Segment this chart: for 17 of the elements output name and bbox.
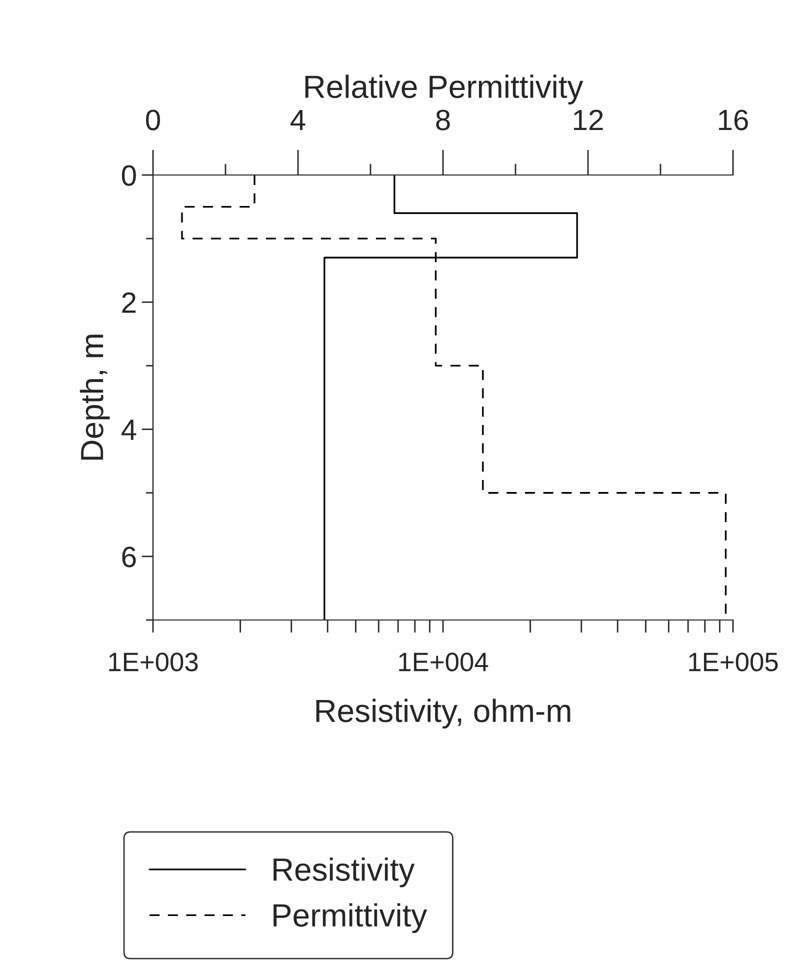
x2-tick-label: 16 bbox=[719, 110, 748, 130]
legend-label: Resistivity bbox=[274, 858, 415, 888]
y-tick-label: 0 bbox=[122, 165, 136, 186]
x-axis-title: Resistivity, ohm-m bbox=[316, 698, 570, 729]
x2-axis-title: Relative Permittivity bbox=[305, 74, 584, 104]
y-axis-title: Depth, m bbox=[80, 334, 110, 460]
x2-tick-label: 8 bbox=[436, 110, 450, 130]
x-tick-label: 1E+004 bbox=[399, 652, 488, 672]
x2-tick-label: 4 bbox=[290, 110, 306, 130]
y-tick-label: 6 bbox=[122, 546, 136, 568]
y-tick-label: 4 bbox=[121, 420, 136, 440]
x-tick-label: 1E+005 bbox=[689, 652, 778, 672]
x-tick-label: 1E+003 bbox=[109, 652, 198, 672]
x2-tick-label: 0 bbox=[146, 110, 160, 130]
x2-tick-label: 12 bbox=[574, 110, 603, 130]
y-tick-label: 2 bbox=[122, 292, 136, 313]
legend-label: Permittivity bbox=[274, 903, 428, 934]
